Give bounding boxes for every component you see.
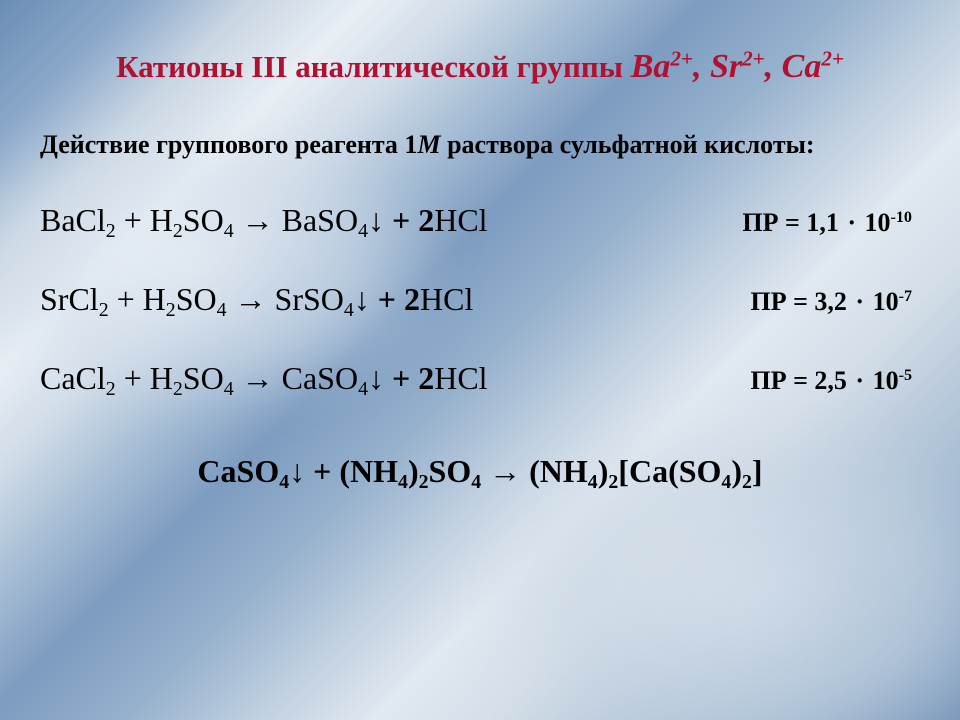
title-ions: Ba2+, Sr2+, Ca2+ (631, 48, 844, 85)
equation-2-pr: ПР = 3,2 · 10-7 (750, 287, 920, 317)
equation-2-formula: SrCl2 + H2SO4 → SrSO4↓ + 2HCl (40, 281, 473, 318)
equation-3: CaCl2 + H2SO4 → CaSO4↓ + 2HCl ПР = 2,5 ·… (40, 360, 920, 397)
equation-1: BaCl2 + H2SO4 → BaSO4↓ + 2HCl ПР = 1,1 ·… (40, 202, 920, 239)
equation-3-pr: ПР = 2,5 · 10-5 (750, 366, 920, 396)
equation-3-formula: CaCl2 + H2SO4 → CaSO4↓ + 2HCl (40, 360, 488, 397)
equation-2: SrCl2 + H2SO4 → SrSO4↓ + 2HCl ПР = 3,2 ·… (40, 281, 920, 318)
equation-block: BaCl2 + H2SO4 → BaSO4↓ + 2HCl ПР = 1,1 ·… (40, 202, 920, 397)
equation-1-formula: BaCl2 + H2SO4 → BaSO4↓ + 2HCl (40, 202, 488, 239)
intro-text: Действие группового реагента 1М раствора… (40, 127, 920, 162)
equation-1-pr: ПР = 1,1 · 10-10 (742, 208, 920, 238)
equation-final: CaSO4↓ + (NH4)2SO4 → (NH4)2[Ca(SO4)2] (40, 453, 920, 490)
slide: Катионы III аналитической группы Ba2+, S… (0, 0, 960, 720)
title-prefix: Катионы III аналитической группы (116, 49, 631, 84)
slide-title: Катионы III аналитической группы Ba2+, S… (40, 46, 920, 89)
